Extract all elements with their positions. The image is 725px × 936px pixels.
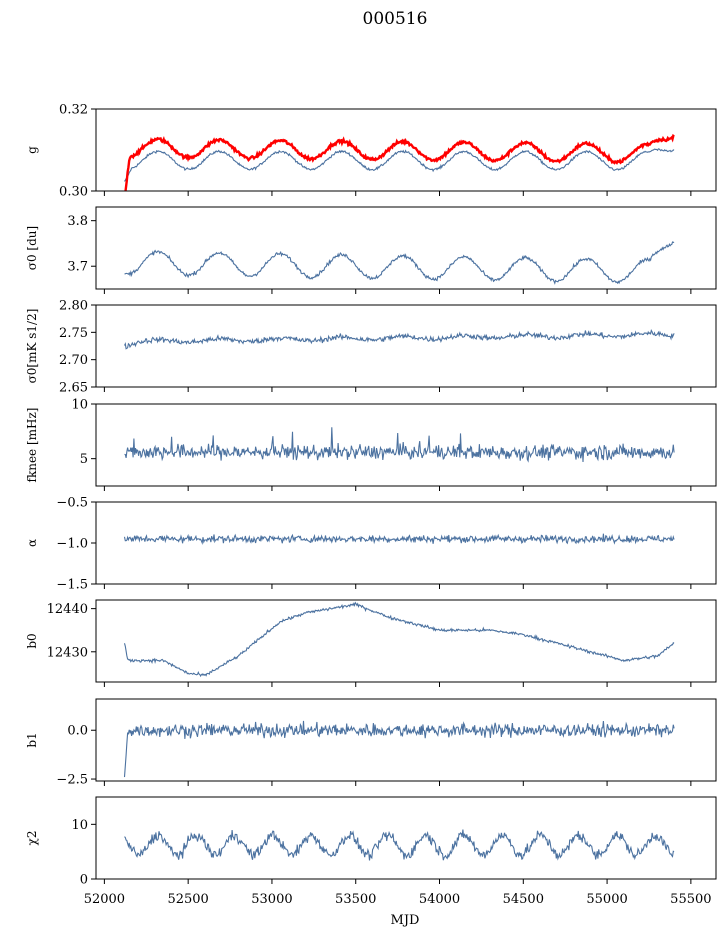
panel-alpha: −1.5 −1.0 −0.5 α — [25, 496, 717, 593]
y-tick-label: −0.5 — [56, 496, 88, 511]
panel-sigma0_mK: 2.65 2.70 2.75 2.80 σ0[mK s1/2] — [25, 299, 717, 396]
y-axis-label: fknee [mHz] — [25, 408, 39, 483]
y-tick-label: −2.5 — [56, 773, 88, 788]
y-tick-label: 10 — [71, 398, 88, 413]
panel-b1: −2.5 0.0 b1 — [25, 698, 717, 788]
panel-b0: 12430 12440 b0 — [25, 599, 717, 687]
y-tick-label: 2.80 — [59, 299, 88, 314]
x-tick-label: 53000 — [251, 892, 292, 907]
x-tick-label: 55000 — [586, 892, 627, 907]
y-axis-label: b0 — [25, 633, 39, 648]
series-line-fknee — [124, 427, 675, 463]
y-tick-label: 12430 — [47, 645, 88, 660]
y-tick-label: 0.0 — [67, 724, 88, 739]
y-tick-label: 10 — [71, 818, 88, 833]
figure-title: 000516 — [363, 9, 428, 29]
series-line-sigma0 — [124, 241, 675, 285]
y-tick-label: 2.65 — [59, 381, 88, 396]
series-line-g — [124, 148, 675, 182]
y-tick-label: 0.32 — [59, 103, 88, 118]
x-tick-label: 52500 — [167, 892, 208, 907]
y-axis-label: b1 — [25, 732, 39, 747]
x-axis-label: MJD — [391, 913, 420, 928]
y-axis-label: χ2 — [25, 831, 39, 846]
y-tick-label: 0 — [80, 873, 88, 888]
series-line-b1 — [123, 720, 675, 778]
series-line-b0 — [123, 601, 675, 678]
y-axis-label: α — [25, 539, 39, 547]
panel-frame — [95, 698, 717, 782]
y-tick-label: 5 — [80, 452, 88, 467]
panel-frame — [95, 796, 717, 880]
series-line-sigma0-mk — [124, 329, 675, 350]
panel-chi2: 0 10 χ2 — [25, 796, 717, 888]
y-axis-label: σ0 [du] — [25, 226, 39, 270]
y-tick-label: 12440 — [47, 602, 88, 617]
panel-fknee: 5 10 fknee [mHz] — [25, 398, 717, 491]
series-line-alpha — [123, 533, 675, 546]
panel-frame — [95, 403, 717, 487]
x-axis: 52000 52500 53000 53500 54000 54500 55000 55500 — [84, 892, 712, 907]
x-tick-label: 54500 — [503, 892, 544, 907]
x-tick-label: 53500 — [335, 892, 376, 907]
panels: 0.30 0.32 g 3.7 3.8 σ0 [du] 2.65 2.70 2.75 2.80 σ0… — [25, 103, 717, 888]
series-line-g-red- — [124, 133, 675, 191]
y-tick-label: 0.30 — [59, 185, 88, 200]
panel-frame — [95, 108, 717, 192]
panel-frame — [95, 599, 717, 683]
y-tick-label: 2.75 — [59, 326, 88, 341]
x-tick-label: 52000 — [84, 892, 125, 907]
panel-g: 0.30 0.32 g — [25, 103, 717, 200]
panel-sigma0_du: 3.7 3.8 σ0 [du] — [25, 206, 717, 294]
panel-frame — [95, 304, 717, 388]
y-tick-label: −1.0 — [56, 537, 88, 552]
y-axis-label: g — [25, 146, 39, 154]
y-axis-label: σ0[mK s1/2] — [25, 309, 39, 384]
x-tick-label: 55500 — [670, 892, 711, 907]
y-tick-label: −1.5 — [56, 578, 88, 593]
y-tick-label: 3.7 — [67, 260, 88, 275]
series-line-chi2 — [124, 829, 675, 861]
y-tick-label: 2.70 — [59, 353, 88, 368]
x-tick-label: 54000 — [419, 892, 460, 907]
y-tick-label: 3.8 — [67, 214, 88, 229]
panel-frame — [95, 206, 717, 290]
panel-frame — [95, 501, 717, 585]
